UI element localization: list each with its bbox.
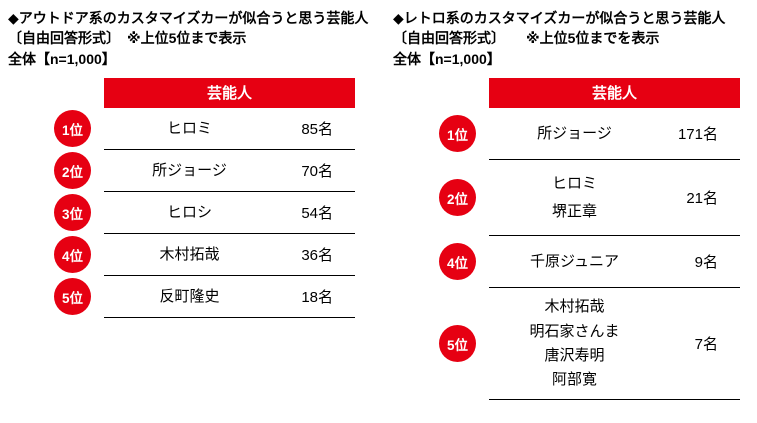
rank-badge: 4位 [439,243,476,281]
celebrity-name: 千原ジュニア [530,252,619,270]
celebrity-names: 所ジョージ [489,113,660,154]
table-row: 4位 木村拓哉 36名 [54,234,355,276]
panel-title: ◆レトロ系のカスタマイズカーが似合うと思う芸能人 [393,10,726,26]
rank-badge: 2位 [54,152,91,190]
celebrity-name: 唐沢寿明 [544,347,605,365]
celebrity-name: 木村拓哉 [544,298,605,316]
row-body: 千原ジュニア 9名 [489,236,740,288]
rank-cell: 4位 [439,236,489,288]
row-body: 木村拓哉 36名 [104,234,355,276]
response-count: 36名 [301,246,333,264]
rank-badge: 5位 [439,325,476,363]
panel-subtitle: 〔自由回答形式〕 ※上位5位まで表示 [8,30,247,47]
celebrity-name: ヒロミ [551,174,597,192]
rank-cell: 5位 [439,288,489,400]
row-body: 所ジョージ 171名 [489,108,740,160]
table-row: 1位 所ジョージ 171名 [439,108,740,160]
row-body: ヒロミ堺正章 21名 [489,160,740,236]
rank-badge: 3位 [54,194,91,232]
row-body: 木村拓哉明石家さんま 唐沢寿明阿部寛 7名 [489,288,740,400]
column-header-celebrity: 芸能人 [489,77,740,108]
celebrity-names: 木村拓哉明石家さんま 唐沢寿明阿部寛 [489,293,660,394]
response-count: 18名 [301,288,333,306]
celebrity-names: 反町隆史 [104,281,275,312]
rank-cell: 3位 [54,192,104,234]
response-count: 21名 [686,189,718,207]
celebrity-names: ヒロシ [104,197,275,228]
table-row: 2位 ヒロミ 堺正章 21名 [439,160,740,236]
response-count: 70名 [301,162,333,180]
ranking-table: 芸能人 1位 ヒロミ 85名 2位 所ジョージ 70名 3位 ヒロシ 54名 4位 木村拓哉 36名 5… [54,77,355,318]
row-body: ヒロミ 85名 [104,108,355,150]
celebrity-name: ヒロミ [166,119,212,137]
table-row: 3位 ヒロシ 54名 [54,192,355,234]
rank-column-spacer [439,78,489,108]
celebrity-name: 阿部寛 [551,371,597,389]
table-row: 1位 ヒロミ 85名 [54,108,355,150]
table-rows: 1位 所ジョージ 171名 2位 ヒロミ 堺正章 21名 4位 千原ジュニア 9名 5位 木村拓哉 明石… [439,108,740,400]
celebrity-name: 堺正章 [551,203,597,221]
rank-badge: 4位 [54,236,91,274]
rank-column-spacer [54,78,104,108]
row-body: ヒロシ 54名 [104,192,355,234]
table-header-row: 芸能人 [54,77,355,108]
table-row: 5位 木村拓哉 明石家さんま 唐沢寿明 阿部寛 7名 [439,288,740,400]
celebrity-names: ヒロミ 堺正章 [489,165,660,230]
row-body: 反町隆史 18名 [104,276,355,318]
panel-title: ◆アウトドア系のカスタマイズカーが似合うと思う芸能人 [8,10,369,26]
ranking-table: 芸能人 1位 所ジョージ 171名 2位 ヒロミ 堺正章 21名 4位 千原ジュニア 9名 5位 木村… [439,77,740,400]
sample-size: 全体【n=1,000】 [8,50,116,67]
rank-cell: 2位 [54,150,104,192]
response-count: 54名 [301,204,333,222]
survey-results: ◆アウトドア系のカスタマイズカーが似合うと思う芸能人 〔自由回答形式〕 ※上位5… [8,8,740,400]
rank-cell: 1位 [54,108,104,150]
rank-badge: 2位 [439,179,476,217]
table-row: 2位 所ジョージ 70名 [54,150,355,192]
celebrity-name: 所ジョージ [537,124,612,142]
celebrity-names: 所ジョージ [104,155,275,186]
celebrity-name: 所ジョージ [152,161,227,179]
panel-subtitle: 〔自由回答形式〕 ※上位5位までを表示 [393,30,660,47]
column-header-celebrity: 芸能人 [104,77,355,108]
celebrity-name: ヒロシ [166,203,212,221]
celebrity-names: 木村拓哉 [104,239,275,270]
table-rows: 1位 ヒロミ 85名 2位 所ジョージ 70名 3位 ヒロシ 54名 4位 木村拓哉 36名 5位 反町隆… [54,108,355,318]
table-header-row: 芸能人 [439,77,740,108]
celebrity-name: 木村拓哉 [159,245,220,263]
celebrity-name: 明石家さんま [529,322,620,340]
table-row: 4位 千原ジュニア 9名 [439,236,740,288]
response-count: 9名 [694,253,718,271]
response-count: 85名 [301,120,333,138]
sample-size: 全体【n=1,000】 [393,50,501,67]
celebrity-name: 反町隆史 [159,287,220,305]
rank-badge: 5位 [54,278,91,316]
rank-cell: 1位 [439,108,489,160]
rank-cell: 5位 [54,276,104,318]
celebrity-names: ヒロミ [104,113,275,144]
rank-badge: 1位 [54,110,91,148]
panel-outdoor-ranking: ◆アウトドア系のカスタマイズカーが似合うと思う芸能人 〔自由回答形式〕 ※上位5… [8,8,369,400]
rank-cell: 2位 [439,160,489,236]
row-body: 所ジョージ 70名 [104,150,355,192]
panel-retro-ranking: ◆レトロ系のカスタマイズカーが似合うと思う芸能人 〔自由回答形式〕 ※上位5位ま… [393,8,740,400]
rank-cell: 4位 [54,234,104,276]
response-count: 171名 [677,125,718,143]
celebrity-names: 千原ジュニア [489,241,660,282]
response-count: 7名 [694,335,718,353]
rank-badge: 1位 [439,115,476,153]
table-row: 5位 反町隆史 18名 [54,276,355,318]
